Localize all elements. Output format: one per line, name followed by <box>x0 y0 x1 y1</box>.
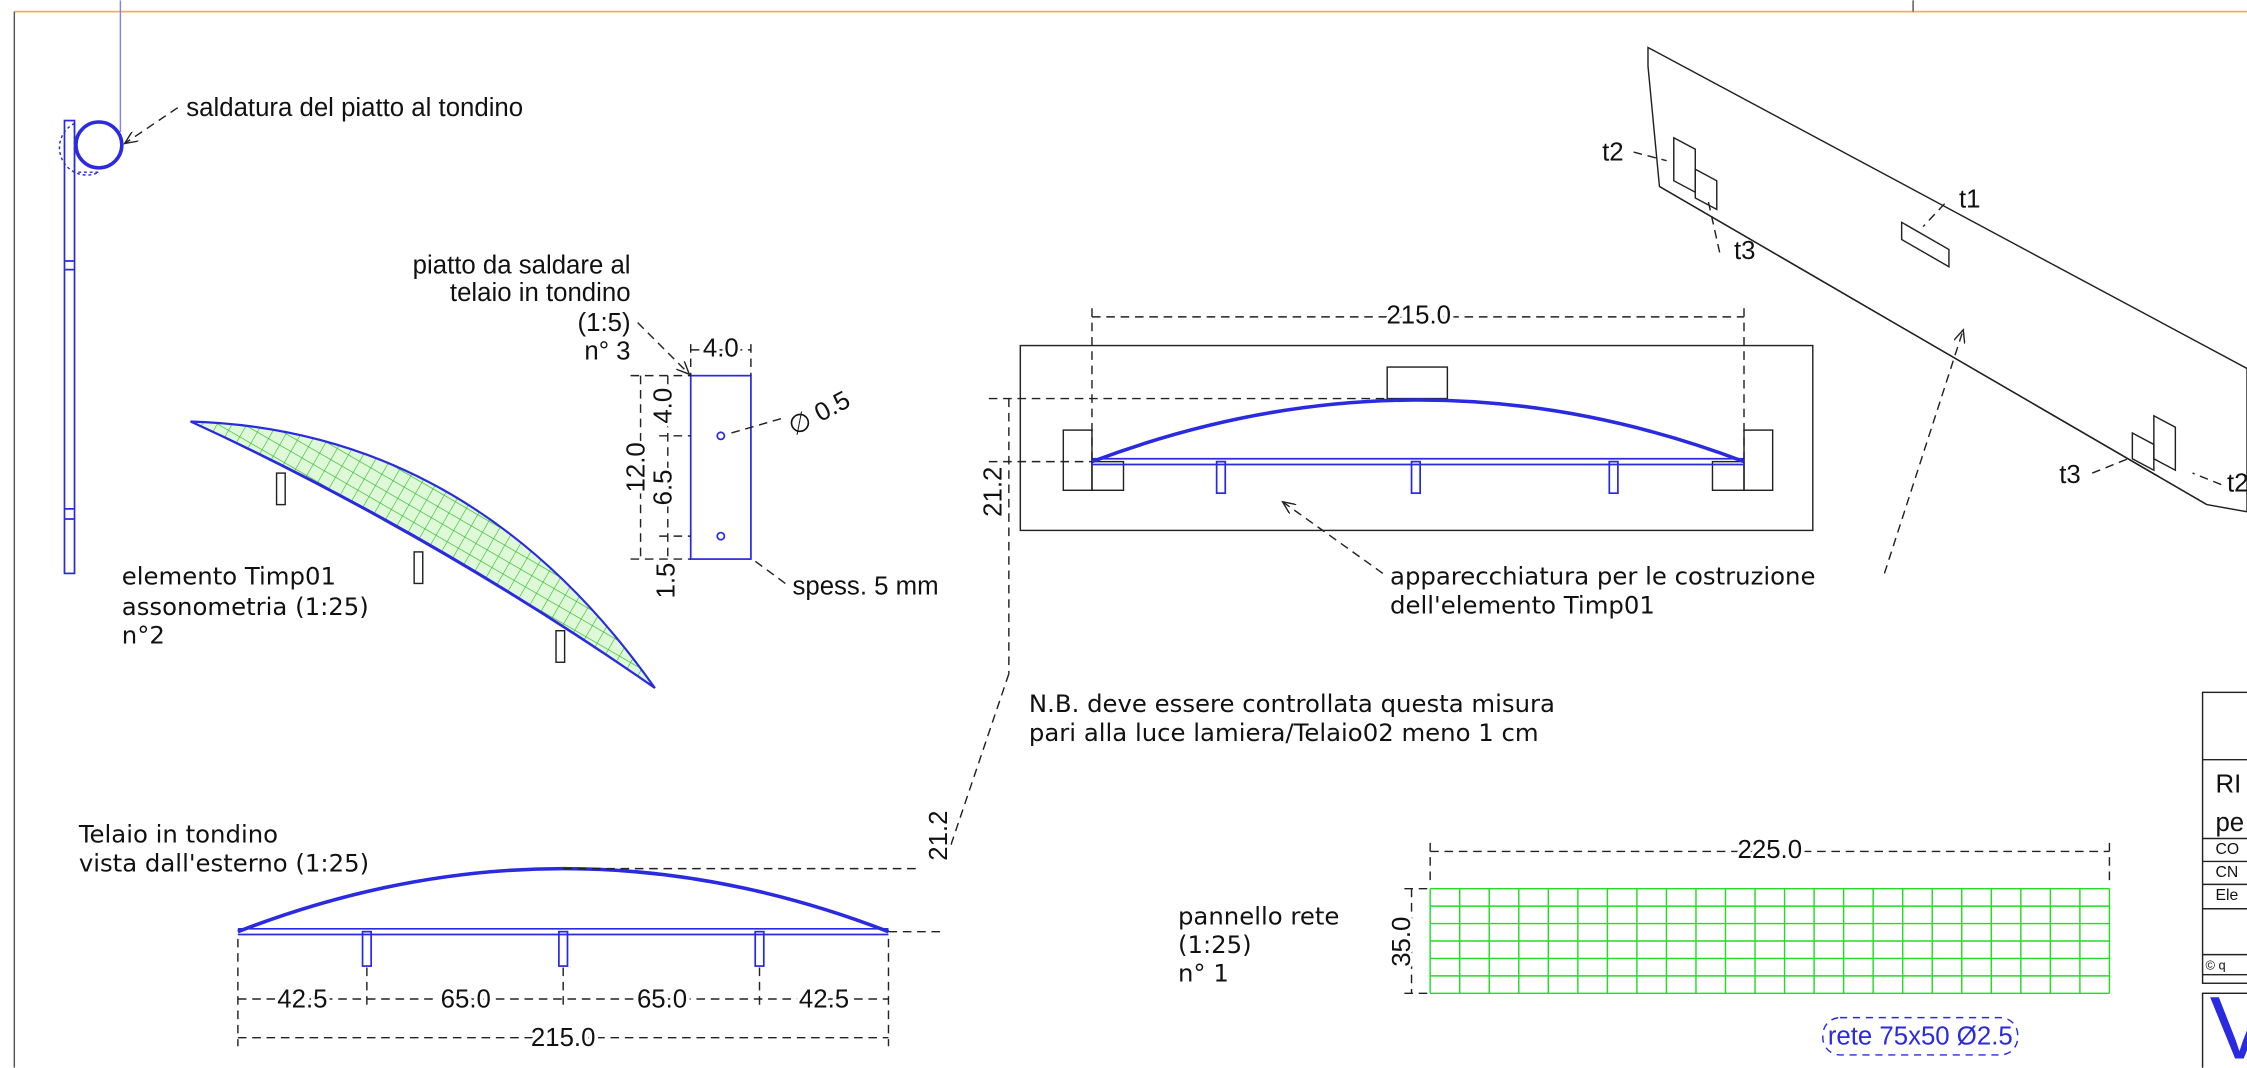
note: pari alla luce lamiera/Telaio02 meno 1 c… <box>1029 718 1539 747</box>
logo: V <box>2210 978 2247 1068</box>
plate-top: 4.0 <box>650 388 678 424</box>
note: N.B. deve essere controllata questa misu… <box>1029 689 1555 718</box>
title-row: CN <box>2215 864 2238 881</box>
frame-length: 215.0 <box>531 1024 596 1052</box>
element-view <box>190 420 656 689</box>
jig-label: dell'elemento Timp01 <box>1390 590 1655 619</box>
plate-hole: ∅ 0.5 <box>784 386 855 441</box>
mesh-label: n° 1 <box>1178 959 1229 988</box>
plate-label: (1:5) <box>578 309 631 337</box>
plate <box>630 322 786 585</box>
weld-note: saldatura del piatto al tondino <box>186 94 523 122</box>
frame-label: Telaio in tondino <box>78 820 278 849</box>
plate-mid: 6.5 <box>650 470 678 506</box>
mesh-label: (1:25) <box>1178 930 1252 959</box>
jig <box>988 308 1963 674</box>
mesh-length: 225.0 <box>1738 836 1803 864</box>
note-leader <box>945 673 1010 861</box>
plate-label: n° 3 <box>584 338 630 366</box>
title-row: RI <box>2215 770 2241 798</box>
panel-3d <box>1633 46 2247 513</box>
plate-bottom: 1.5 <box>653 563 681 599</box>
jig-rise: 21.2 <box>979 467 1007 517</box>
title-row: CO <box>2215 841 2239 858</box>
frame-label: vista dall'esterno (1:25) <box>79 848 369 877</box>
mesh-height: 35.0 <box>1388 917 1416 967</box>
jig-label: apparecchiatura per le costruzione <box>1390 562 1815 591</box>
panel-tag: t2 <box>2227 469 2247 497</box>
plate-label: telaio in tondino <box>450 279 631 307</box>
title-block <box>2201 691 2247 1068</box>
frame-span: 65.0 <box>637 985 687 1013</box>
frame-span: 65.0 <box>441 985 491 1013</box>
frame-rise: 21.2 <box>925 811 953 861</box>
copyright: © q <box>2205 957 2225 972</box>
frame <box>237 866 946 1047</box>
mesh-label: pannello rete <box>1178 901 1339 930</box>
plate-height: 12.0 <box>623 442 651 492</box>
frame-span: 42.5 <box>277 985 327 1013</box>
title-row: pe <box>2215 809 2244 837</box>
element-label: n°2 <box>122 620 165 649</box>
frame-span: 42.5 <box>799 985 849 1013</box>
plate-width: 4.0 <box>703 335 739 363</box>
frame-dims: 42.5 65.0 65.0 42.5 215.0 <box>274 982 853 1056</box>
panel-tag: t1 <box>1959 186 1981 214</box>
panel-tag: t3 <box>1734 237 1756 265</box>
panel-tag: t3 <box>2059 461 2081 489</box>
element-label: assonometria (1:25) <box>122 592 369 621</box>
element-label: elemento Timp01 <box>122 562 336 591</box>
sheet: saldatura del piatto al tondino elemento… <box>13 0 2247 1068</box>
mesh-panel <box>1404 842 2111 1056</box>
jig-length: 215.0 <box>1386 302 1451 330</box>
plate-thickness: spess. 5 mm <box>792 573 938 601</box>
title-row: Ele <box>2215 887 2238 904</box>
mesh-spec: rete 75x50 Ø2.5 <box>1828 1023 2013 1051</box>
plate-label: piatto da saldare al <box>413 252 631 280</box>
panel-tag: t2 <box>1602 138 1624 166</box>
weld-detail <box>58 107 179 575</box>
